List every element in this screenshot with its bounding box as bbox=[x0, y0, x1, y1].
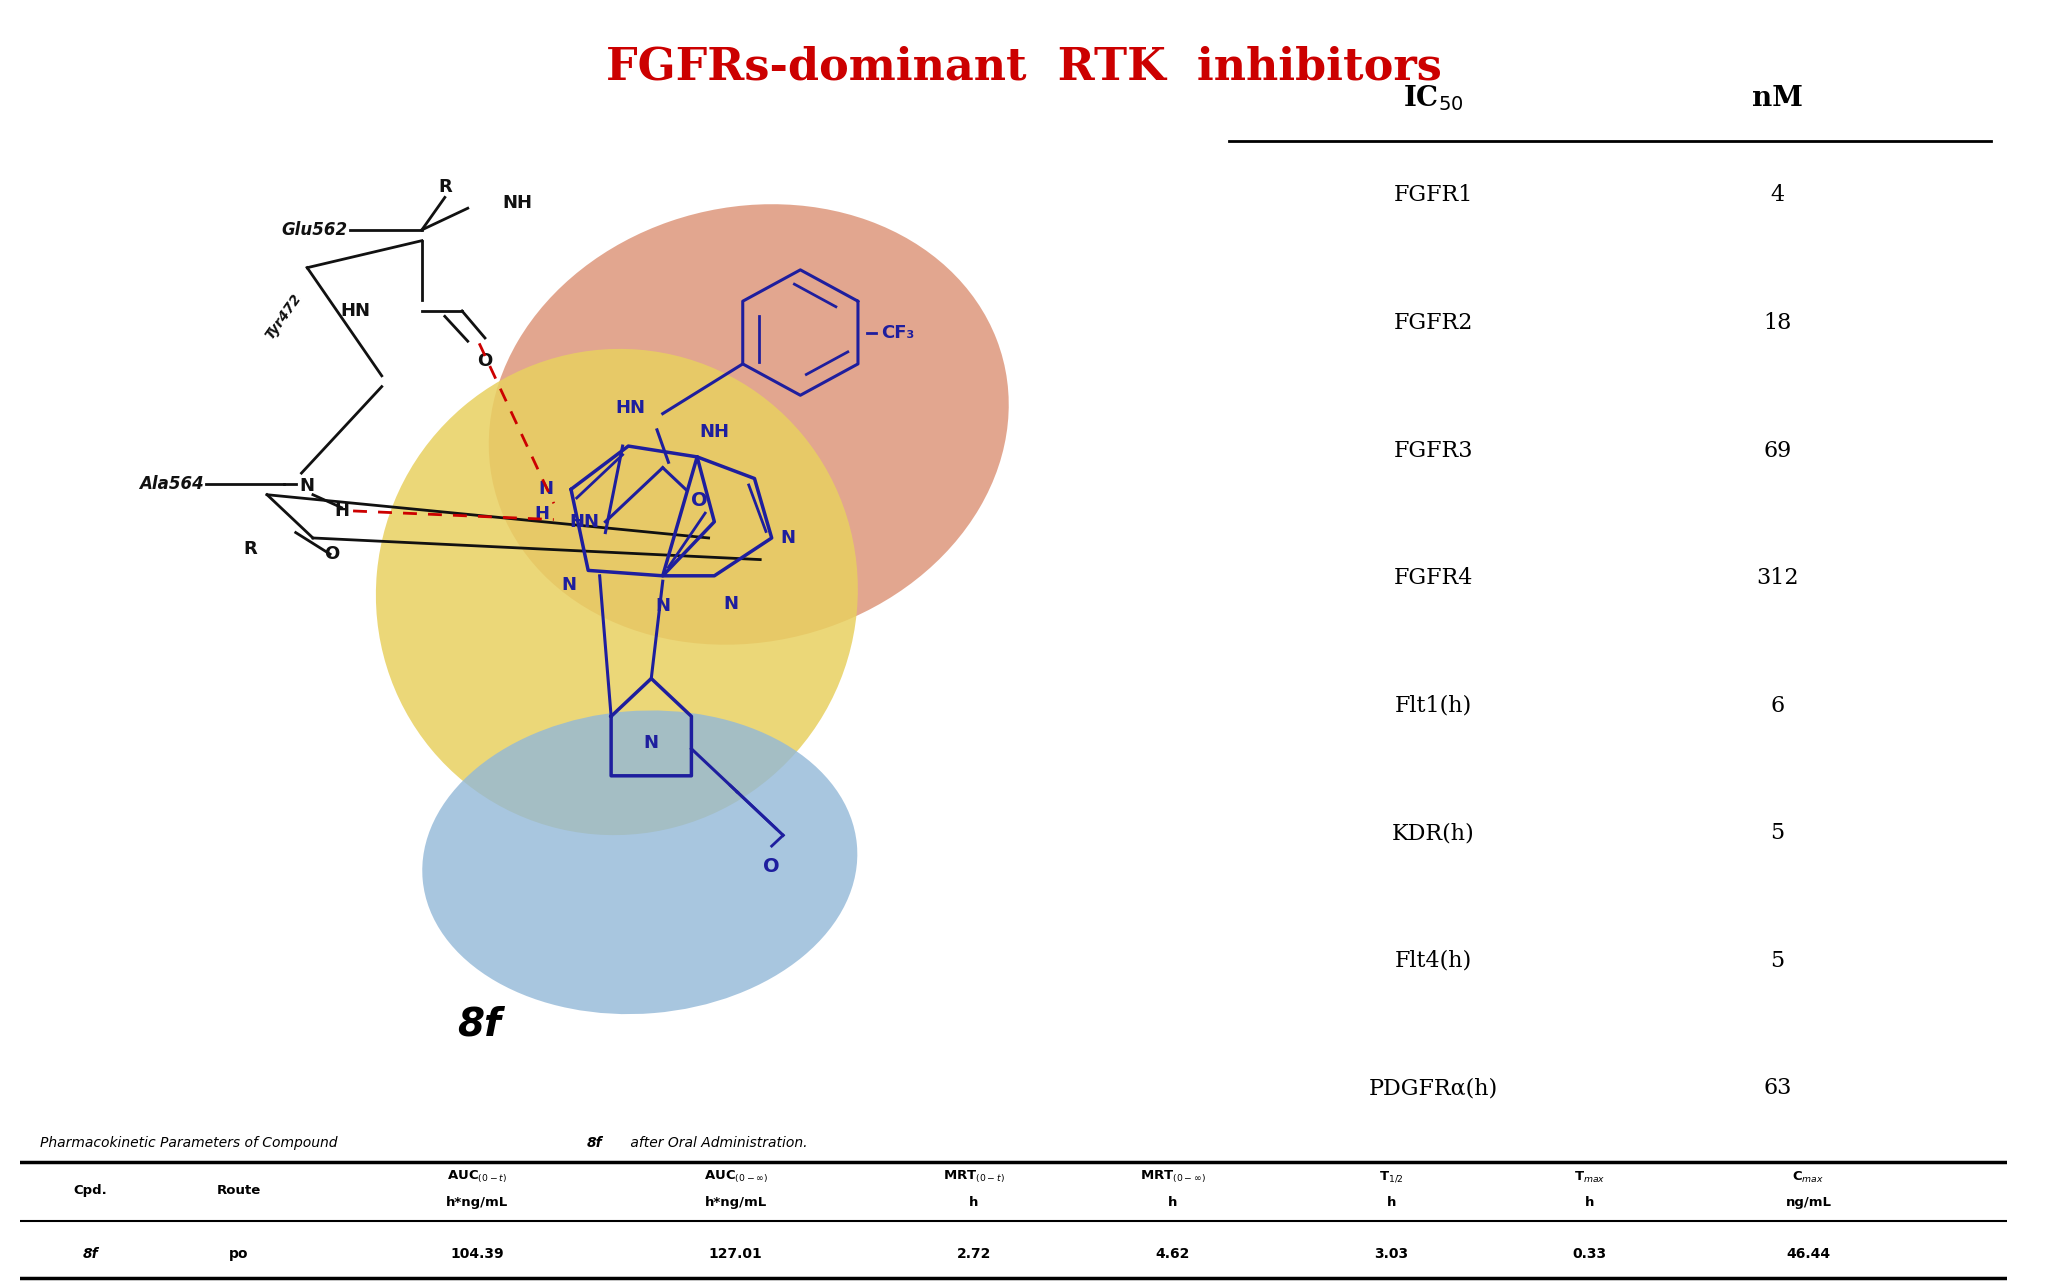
Text: 5: 5 bbox=[1772, 822, 1784, 844]
Text: Flt4(h): Flt4(h) bbox=[1395, 950, 1473, 972]
Text: 104.39: 104.39 bbox=[451, 1247, 504, 1261]
Text: 69: 69 bbox=[1763, 439, 1792, 462]
Text: O: O bbox=[477, 353, 494, 371]
Text: 127.01: 127.01 bbox=[709, 1247, 762, 1261]
Text: h: h bbox=[1386, 1196, 1397, 1208]
Text: h: h bbox=[1167, 1196, 1178, 1208]
Ellipse shape bbox=[422, 710, 858, 1014]
Ellipse shape bbox=[377, 349, 858, 835]
Text: h: h bbox=[969, 1196, 979, 1208]
Text: Tyr472: Tyr472 bbox=[262, 291, 305, 341]
Text: 4: 4 bbox=[1772, 184, 1784, 206]
Text: FGFRs-dominant  RTK  inhibitors: FGFRs-dominant RTK inhibitors bbox=[606, 45, 1442, 88]
Text: N: N bbox=[299, 477, 315, 495]
Text: 63: 63 bbox=[1763, 1077, 1792, 1099]
Text: FGFR3: FGFR3 bbox=[1395, 439, 1473, 462]
Text: H: H bbox=[535, 506, 549, 524]
Text: 0.33: 0.33 bbox=[1573, 1247, 1608, 1261]
Text: 8f: 8f bbox=[586, 1135, 602, 1149]
Text: after Oral Administration.: after Oral Administration. bbox=[627, 1135, 807, 1149]
Text: R: R bbox=[438, 178, 453, 196]
Text: 6: 6 bbox=[1772, 695, 1784, 717]
Text: PDGFRα(h): PDGFRα(h) bbox=[1368, 1077, 1499, 1099]
Text: h: h bbox=[1585, 1196, 1595, 1208]
Text: Glu562: Glu562 bbox=[281, 221, 348, 239]
Text: FGFR1: FGFR1 bbox=[1395, 184, 1473, 206]
Text: O: O bbox=[692, 492, 709, 511]
Text: Pharmacokinetic Parameters of Compound: Pharmacokinetic Parameters of Compound bbox=[41, 1135, 342, 1149]
Text: N: N bbox=[655, 597, 670, 615]
Text: NH: NH bbox=[502, 194, 532, 212]
Text: HN: HN bbox=[340, 302, 371, 320]
Text: nM: nM bbox=[1753, 85, 1802, 112]
Text: po: po bbox=[229, 1247, 248, 1261]
Text: Cpd.: Cpd. bbox=[74, 1184, 106, 1197]
Text: 312: 312 bbox=[1757, 568, 1798, 589]
Text: Ala564: Ala564 bbox=[139, 475, 205, 493]
Text: 46.44: 46.44 bbox=[1786, 1247, 1831, 1261]
Text: h*ng/mL: h*ng/mL bbox=[446, 1196, 508, 1208]
Text: T$_{1/2}$: T$_{1/2}$ bbox=[1378, 1170, 1403, 1184]
Text: 8f: 8f bbox=[457, 1005, 502, 1044]
Text: FGFR2: FGFR2 bbox=[1395, 311, 1473, 333]
Text: NH: NH bbox=[700, 422, 729, 440]
Ellipse shape bbox=[489, 205, 1010, 645]
Text: C$_{max}$: C$_{max}$ bbox=[1792, 1170, 1825, 1184]
Text: 18: 18 bbox=[1763, 311, 1792, 333]
Text: O: O bbox=[764, 857, 780, 876]
Text: AUC$_{(0-∞)}$: AUC$_{(0-∞)}$ bbox=[705, 1169, 768, 1185]
Text: R: R bbox=[244, 539, 256, 557]
Text: 8f: 8f bbox=[82, 1247, 98, 1261]
Text: HN: HN bbox=[569, 512, 600, 530]
Text: AUC$_{(0-t)}$: AUC$_{(0-t)}$ bbox=[446, 1169, 508, 1185]
Text: N: N bbox=[723, 596, 739, 614]
Text: h*ng/mL: h*ng/mL bbox=[705, 1196, 766, 1208]
Text: HN: HN bbox=[616, 399, 645, 417]
Text: Route: Route bbox=[217, 1184, 262, 1197]
Text: MRT$_{(0-∞)}$: MRT$_{(0-∞)}$ bbox=[1141, 1169, 1206, 1185]
Text: N: N bbox=[643, 735, 659, 753]
Text: 3.03: 3.03 bbox=[1374, 1247, 1409, 1261]
Text: IC$_{50}$: IC$_{50}$ bbox=[1403, 84, 1464, 113]
Text: 2.72: 2.72 bbox=[956, 1247, 991, 1261]
Text: H: H bbox=[334, 502, 348, 520]
Text: 5: 5 bbox=[1772, 950, 1784, 972]
Text: FGFR4: FGFR4 bbox=[1395, 568, 1473, 589]
Text: MRT$_{(0-t)}$: MRT$_{(0-t)}$ bbox=[944, 1169, 1006, 1185]
Text: ng/mL: ng/mL bbox=[1786, 1196, 1831, 1208]
Text: Flt1(h): Flt1(h) bbox=[1395, 695, 1473, 717]
Text: CF₃: CF₃ bbox=[881, 323, 913, 341]
Text: T$_{max}$: T$_{max}$ bbox=[1575, 1170, 1606, 1184]
Text: N: N bbox=[561, 575, 578, 593]
Text: N: N bbox=[780, 529, 797, 547]
Text: O: O bbox=[324, 546, 340, 564]
Text: N: N bbox=[539, 480, 553, 498]
Text: 4.62: 4.62 bbox=[1155, 1247, 1190, 1261]
Text: KDR(h): KDR(h) bbox=[1393, 822, 1475, 844]
